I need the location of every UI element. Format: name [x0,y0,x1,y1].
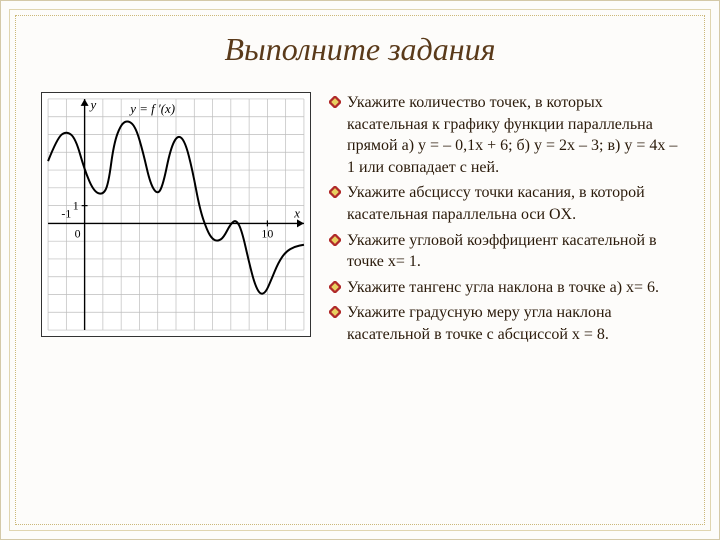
bullet-icon [329,281,347,293]
derivative-chart: y x y = f ′(x) 0 10 1-1 [41,92,311,337]
task-item: Укажите абсциссу точки касания, в которо… [329,182,679,225]
svg-text:0: 0 [75,226,81,240]
task-list: Укажите количество точек, в которых каса… [329,92,679,350]
task-item: Укажите тангенс угла наклона в точке а) … [329,277,679,299]
task-item: Укажите угловой коэффициент касательной … [329,230,679,273]
task-item: Укажите градусную меру угла наклона каса… [329,302,679,345]
svg-text:y: y [89,98,97,112]
task-text: Укажите абсциссу точки касания, в которо… [347,182,679,225]
svg-text:1: 1 [73,199,79,213]
task-text: Укажите градусную меру угла наклона каса… [347,302,679,345]
svg-text:y = f ′(x): y = f ′(x) [128,102,175,116]
svg-text:10: 10 [261,226,273,240]
svg-text:x: x [293,206,300,220]
task-text: Укажите количество точек, в которых каса… [347,92,679,178]
bullet-icon [329,234,347,246]
task-item: Укажите количество точек, в которых каса… [329,92,679,178]
bullet-icon [329,186,347,198]
task-text: Укажите угловой коэффициент касательной … [347,230,679,273]
chart-container: y x y = f ′(x) 0 10 1-1 [41,92,311,342]
content-row: y x y = f ′(x) 0 10 1-1 Укажите количество то… [41,92,679,350]
task-text: Укажите тангенс угла наклона в точке а) … [347,277,679,299]
bullet-icon [329,306,347,318]
svg-text:-1: -1 [61,206,71,220]
page-title: Выполните задания [41,31,679,68]
bullet-icon [329,96,347,108]
